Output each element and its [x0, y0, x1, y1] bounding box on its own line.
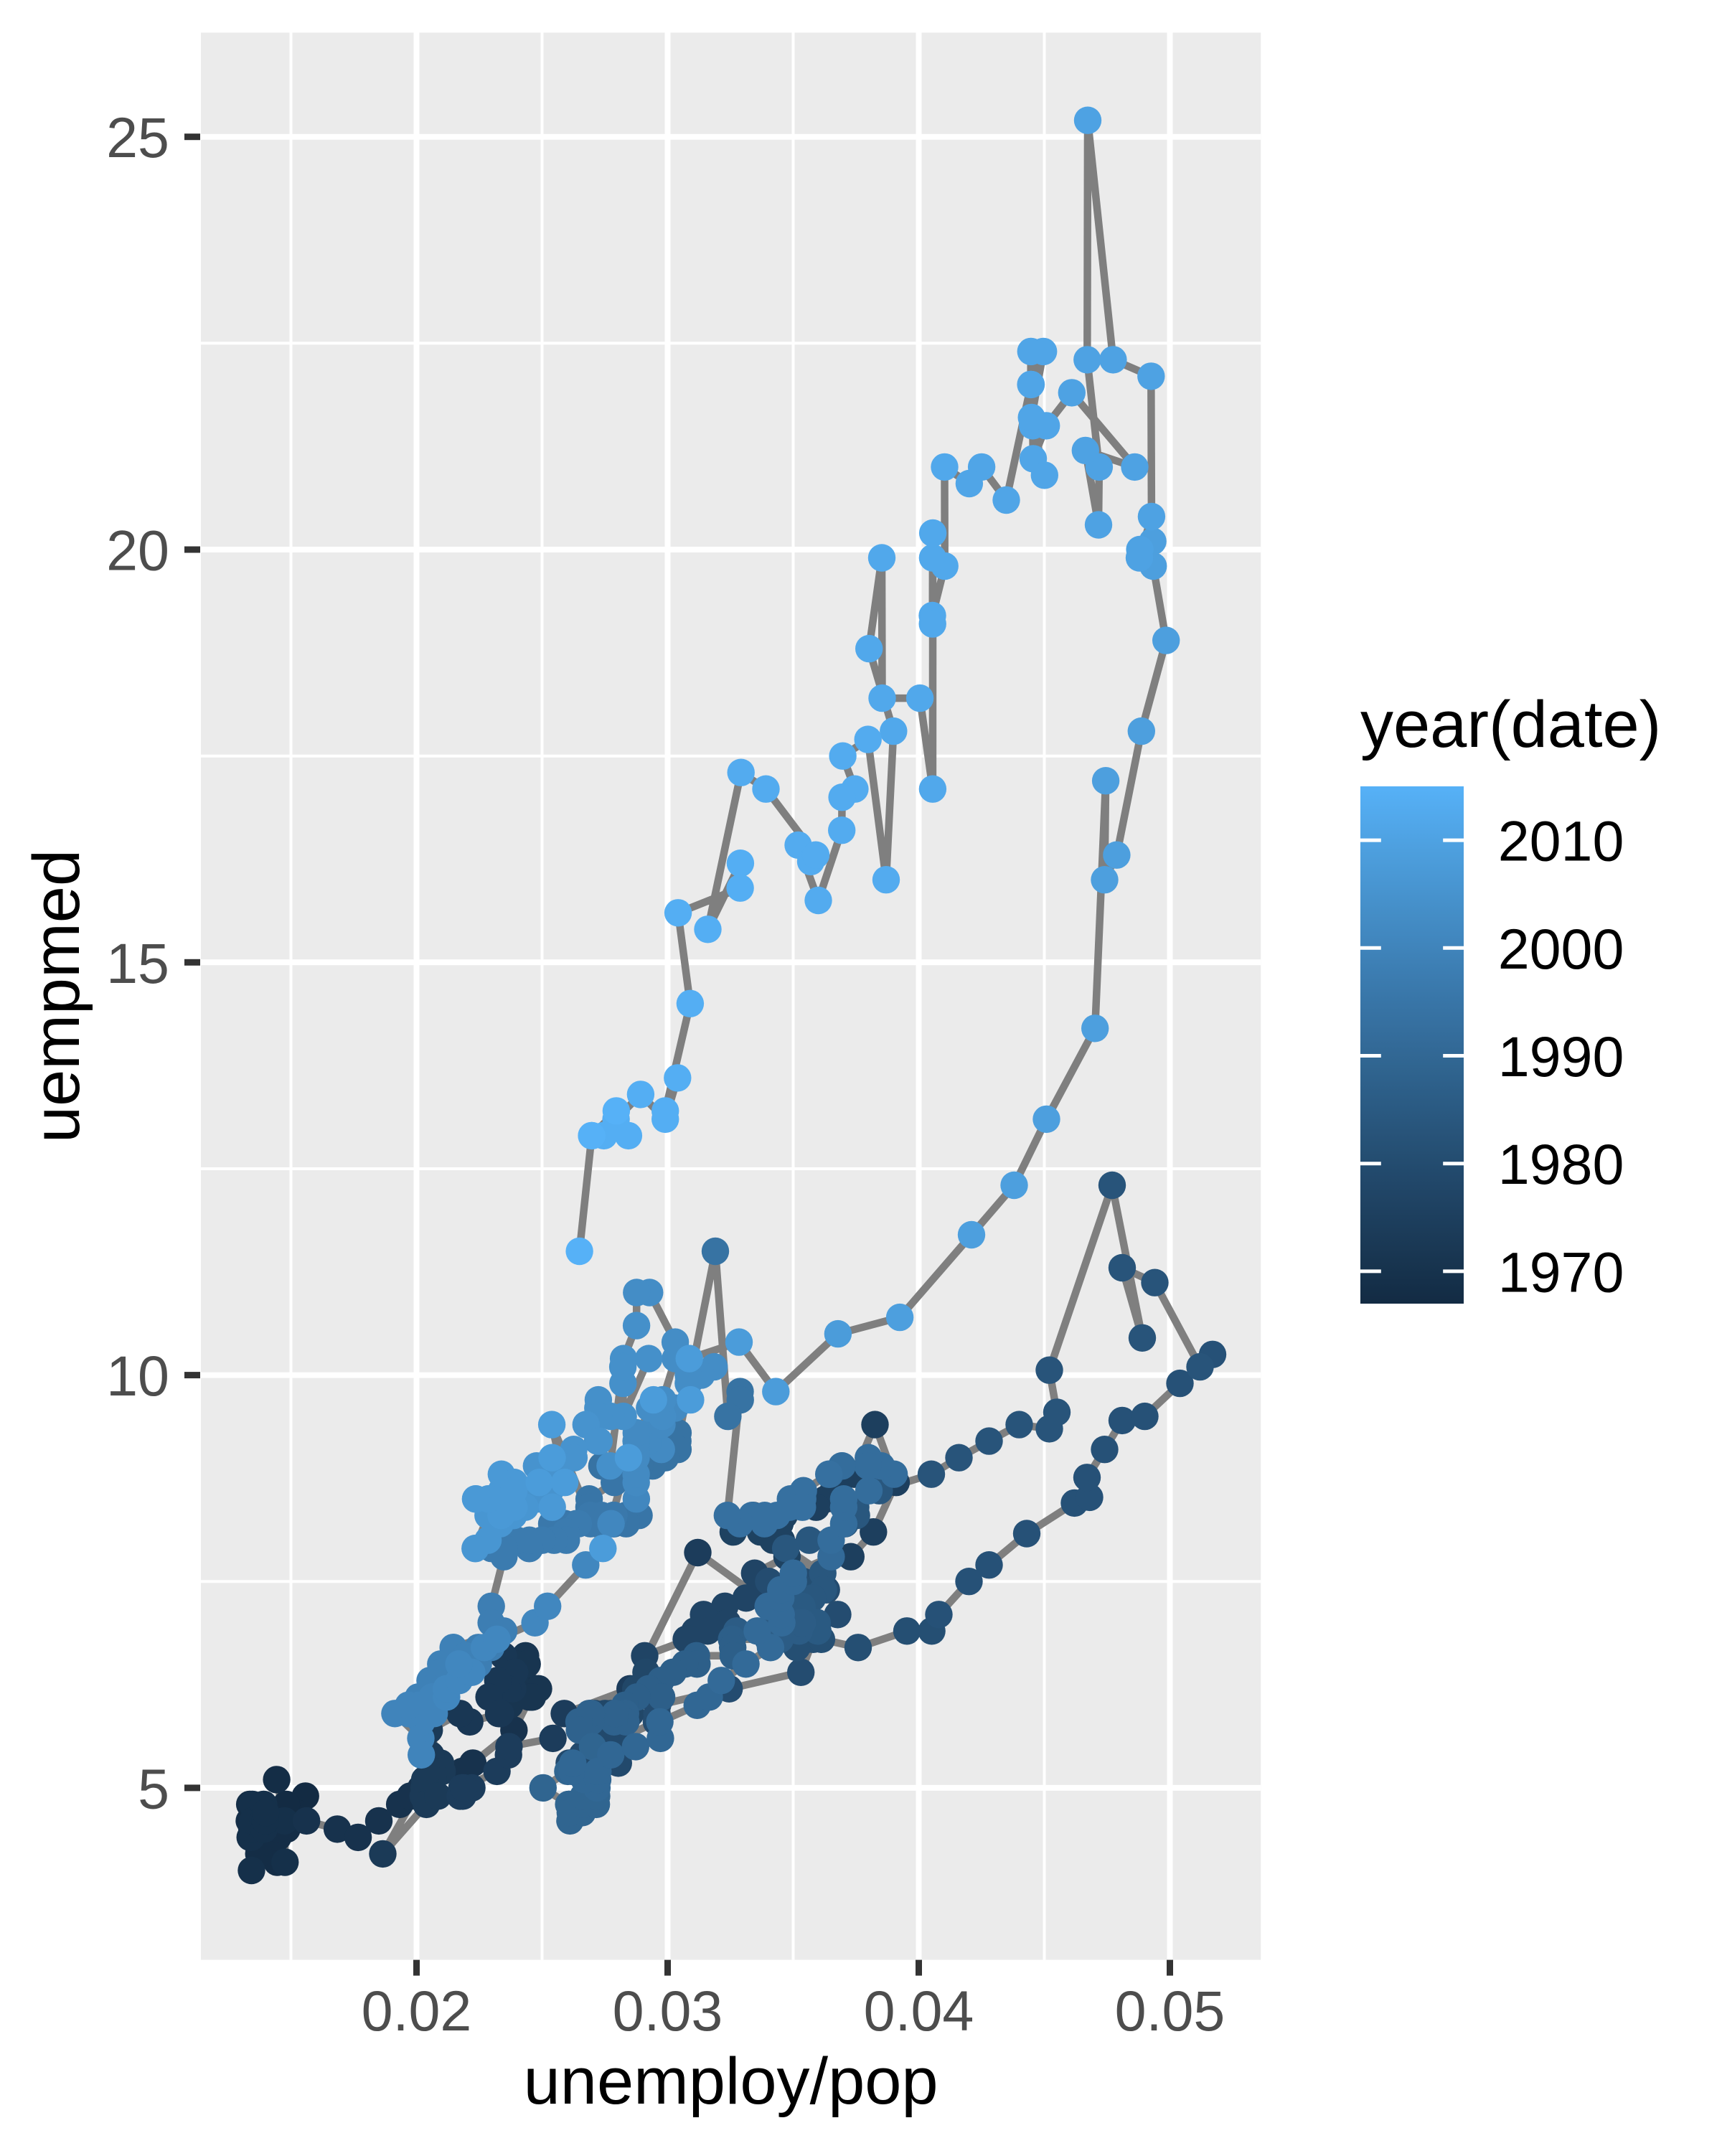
- svg-text:1970: 1970: [1498, 1240, 1624, 1304]
- svg-text:uempmed: uempmed: [20, 849, 93, 1143]
- svg-text:1990: 1990: [1498, 1025, 1624, 1088]
- svg-text:unemploy/pop: unemploy/pop: [524, 2045, 938, 2118]
- svg-text:15: 15: [106, 931, 169, 995]
- svg-text:2000: 2000: [1498, 917, 1624, 981]
- svg-text:2010: 2010: [1498, 809, 1624, 873]
- svg-text:year(date): year(date): [1360, 688, 1661, 761]
- svg-text:0.03: 0.03: [613, 1979, 723, 2043]
- svg-text:25: 25: [106, 105, 169, 169]
- svg-text:20: 20: [106, 519, 169, 583]
- svg-text:10: 10: [106, 1344, 169, 1408]
- svg-text:5: 5: [138, 1756, 169, 1820]
- svg-text:0.02: 0.02: [362, 1979, 472, 2043]
- svg-text:1980: 1980: [1498, 1132, 1624, 1196]
- svg-text:0.05: 0.05: [1115, 1979, 1225, 2043]
- svg-text:0.04: 0.04: [864, 1979, 974, 2043]
